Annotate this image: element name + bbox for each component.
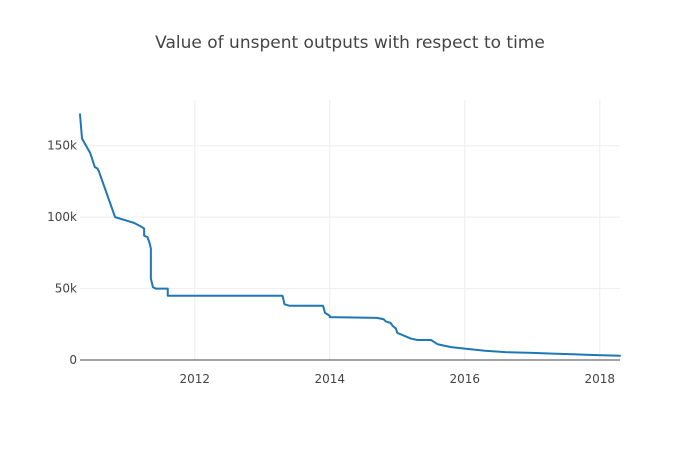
y-tick-label: 100k	[47, 210, 77, 224]
series-line	[79, 113, 621, 357]
x-tick-label: 2014	[314, 372, 345, 386]
x-tick-label: 2016	[449, 372, 480, 386]
x-tick-label: 2018	[584, 372, 615, 386]
y-tick-label: 0	[69, 353, 77, 367]
y-tick-label: 50k	[55, 282, 77, 296]
chart-title: Value of unspent outputs with respect to…	[155, 33, 545, 53]
x-tick-label: 2012	[179, 372, 210, 386]
y-tick-label: 150k	[47, 139, 77, 153]
